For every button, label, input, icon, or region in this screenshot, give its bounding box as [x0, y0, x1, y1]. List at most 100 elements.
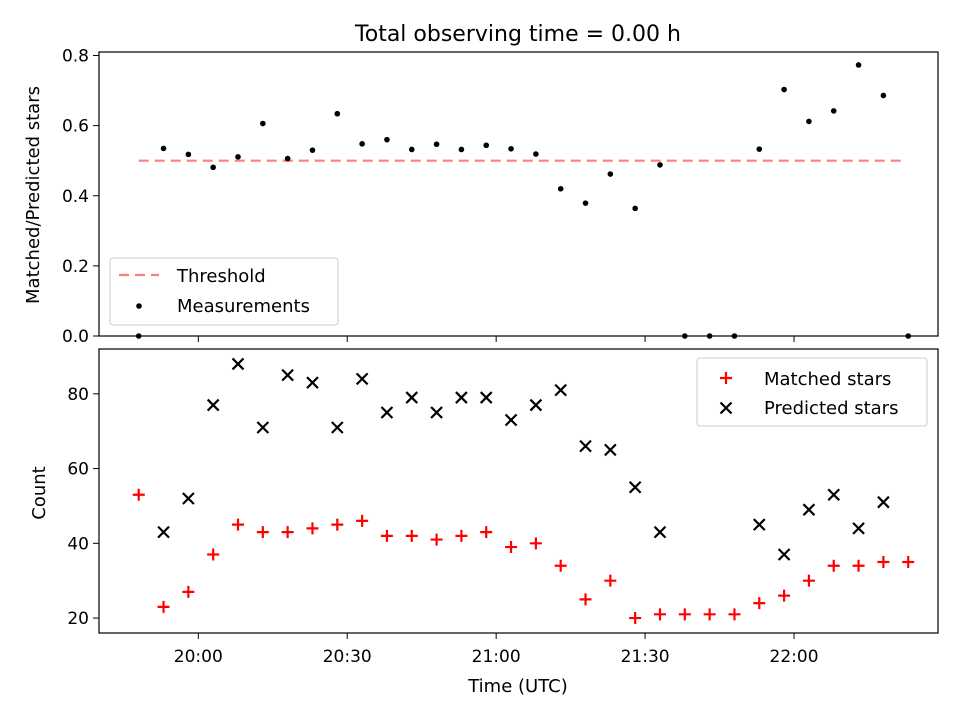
measurement-point	[533, 151, 539, 157]
matched-star-marker	[182, 585, 195, 598]
matched-star-marker	[480, 526, 493, 539]
predicted-star-marker	[877, 495, 890, 509]
bottom-plot-area: 20 40 60 80 20:00 20:30 21:00 21:30 22:00 Matched…	[67, 348, 939, 667]
measurement-point	[458, 146, 465, 153]
measurement-point	[557, 185, 564, 192]
bottom-legend: Matched stars Predicted stars	[696, 357, 928, 427]
predicted-star-marker	[802, 503, 816, 516]
matched-star-marker	[902, 556, 915, 568]
top-legend: Threshold Measurements	[109, 257, 339, 326]
bottom-y-axis-label: Count	[29, 466, 50, 519]
top-legend-box	[109, 257, 339, 326]
legend-predicted-swatch	[719, 401, 733, 415]
matched-star-marker	[306, 522, 319, 535]
bottom-xtick-label: 20:00	[174, 647, 223, 667]
bottom-legend-box	[696, 357, 928, 427]
matched-star-marker	[554, 559, 567, 572]
bottom-ytick-label: 60	[67, 460, 89, 480]
predicted-star-marker	[355, 372, 369, 386]
top-ytick-label: 0.4	[62, 187, 89, 207]
legend-measurements-label: Measurements	[177, 296, 310, 317]
measurement-point	[582, 200, 589, 206]
matched-star-marker	[678, 608, 691, 621]
predicted-star-marker	[405, 391, 419, 404]
measurement-point	[408, 146, 415, 153]
predicted-star-marker	[653, 525, 667, 539]
matched-star-marker	[380, 529, 393, 542]
matched-star-marker	[877, 556, 890, 568]
predicted-star-marker	[306, 376, 319, 389]
x-axis-label: Time (UTC)	[467, 676, 568, 697]
predicted-star-marker	[206, 398, 220, 412]
measurement-point	[334, 110, 341, 117]
measurement-point	[880, 92, 887, 99]
measurement-point	[756, 146, 763, 152]
predicted-star-marker	[430, 406, 443, 419]
legend-threshold-label: Threshold	[176, 266, 266, 287]
matched-star-marker	[405, 529, 418, 542]
top-ytick-label: 0.2	[62, 257, 89, 277]
measurement-point	[235, 154, 241, 160]
measurement-point	[632, 205, 638, 212]
predicted-star-marker	[479, 391, 493, 404]
predicted-star-marker	[753, 518, 766, 531]
measurement-point	[607, 171, 614, 177]
matched-star-marker	[232, 518, 245, 531]
bottom-xtick-label: 20:30	[323, 647, 372, 667]
matched-star-marker	[778, 589, 791, 602]
legend-matched-swatch	[720, 372, 732, 384]
top-plot-area: 0.0 0.2 0.4 0.6 0.8 Threshold Measurements	[62, 47, 939, 347]
predicted-star-marker	[455, 391, 468, 404]
top-ytick-label: 0.8	[62, 47, 89, 67]
matched-star-marker	[281, 526, 294, 539]
matched-star-marker	[430, 533, 443, 546]
predicted-star-marker	[628, 480, 642, 494]
measurement-point	[284, 155, 291, 162]
predicted-star-marker	[380, 406, 394, 419]
matched-star-marker	[827, 559, 840, 572]
legend-predicted-label: Predicted stars	[764, 398, 898, 419]
bottom-xtick-label: 22:00	[770, 647, 819, 667]
matched-star-marker	[629, 612, 642, 625]
matched-star-marker	[852, 559, 865, 572]
matched-star-marker	[157, 600, 170, 613]
matched-star-marker	[604, 574, 617, 587]
matched-star-marker	[505, 541, 518, 554]
predicted-star-marker	[157, 525, 170, 539]
matched-star-marker	[728, 608, 741, 621]
predicted-star-marker	[777, 548, 791, 561]
matched-star-marker	[653, 608, 666, 621]
bottom-ytick-label: 80	[67, 385, 89, 405]
measurement-point	[384, 136, 390, 143]
measurement-point	[260, 120, 266, 127]
measurement-point	[309, 147, 316, 153]
top-ytick-label: 0.0	[62, 327, 89, 347]
measurement-point	[806, 118, 812, 125]
bottom-ytick-label: 20	[67, 609, 89, 629]
legend-measurements-swatch	[136, 303, 142, 309]
matched-star-marker	[703, 608, 716, 621]
measurement-point	[210, 164, 216, 171]
bottom-ytick-label: 40	[67, 534, 89, 554]
matched-star-marker	[802, 574, 815, 587]
predicted-star-marker	[852, 522, 865, 535]
measurement-point	[855, 62, 862, 68]
predicted-star-marker	[604, 443, 617, 457]
legend-matched-label: Matched stars	[764, 369, 891, 390]
measurement-point	[359, 141, 365, 147]
predicted-star-marker	[256, 421, 270, 434]
matched-star-marker	[331, 518, 344, 531]
top-y-axis-label: Matched/Predicted stars	[23, 86, 44, 304]
matched-star-marker	[579, 593, 592, 606]
matched-star-marker	[132, 488, 145, 501]
predicted-star-marker	[281, 368, 294, 382]
matched-star-marker	[207, 548, 220, 561]
measurement-point	[483, 142, 490, 149]
matched-star-marker	[356, 514, 369, 527]
top-ytick-label: 0.6	[62, 117, 89, 137]
chart-title: Total observing time = 0.00 h	[354, 22, 681, 47]
matched-star-marker	[529, 537, 542, 550]
measurement-point	[433, 141, 440, 148]
bottom-axes-frame	[98, 348, 939, 634]
